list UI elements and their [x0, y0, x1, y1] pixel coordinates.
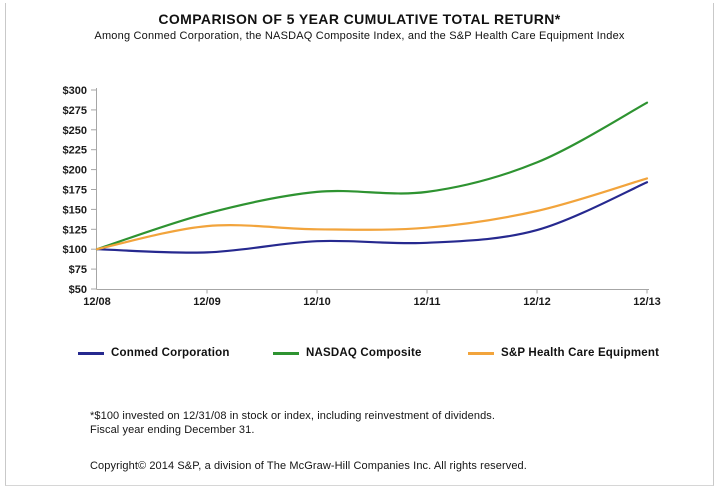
legend-swatch	[468, 351, 494, 355]
footnote-invested: *$100 invested on 12/31/08 in stock or i…	[90, 410, 496, 422]
y-axis-tick-label: $50	[69, 284, 87, 296]
series-line-s-p-health-care-equipment	[95, 177, 649, 251]
y-axis-tick-label: $150	[63, 204, 87, 216]
y-axis-tick-label: $300	[63, 85, 87, 97]
chart-title: COMPARISON OF 5 YEAR CUMULATIVE TOTAL RE…	[158, 11, 561, 27]
y-axis-tick-label: $225	[63, 145, 87, 157]
y-axis-tick-label: $250	[63, 125, 87, 137]
x-axis-tick-label: 12/09	[193, 296, 221, 308]
legend-label: Conmed Corporation	[111, 347, 230, 359]
series-line-nasdaq-composite	[95, 101, 649, 251]
footnote-fiscal-year: Fiscal year ending December 31.	[90, 423, 255, 436]
legend-label: NASDAQ Composite	[306, 347, 422, 359]
chart-subtitle: Among Conmed Corporation, the NASDAQ Com…	[94, 30, 625, 42]
line-chart: $50 $75 $100 $125 $150 $175 $200 $225 $250 $275 $3…	[63, 85, 661, 308]
x-axis-tick-label: 12/13	[633, 296, 661, 308]
legend-item-s-p-health-care-equipment: S&P Health Care Equipment	[468, 347, 659, 359]
y-axis-tick-label: $100	[63, 244, 87, 256]
series-line-conmed-corporation	[95, 181, 649, 254]
y-axis-tick-label: $200	[63, 165, 87, 177]
legend-label: S&P Health Care Equipment	[501, 347, 660, 359]
y-axis-tick-label: $175	[63, 185, 87, 197]
y-axis-tick-label: $275	[63, 105, 87, 117]
x-axis-tick-label: 12/10	[303, 296, 331, 308]
legend-item-conmed-corporation: Conmed Corporation	[78, 347, 230, 359]
x-axis-tick-label: 12/11	[414, 296, 441, 308]
legend-swatch	[78, 351, 104, 355]
legend-item-nasdaq-composite: NASDAQ Composite	[273, 347, 422, 359]
legend-swatch	[273, 351, 299, 355]
y-axis-tick-label: $125	[63, 224, 87, 236]
footnote-copyright: Copyright© 2014 S&P, a division of The M…	[90, 460, 527, 472]
x-axis-tick-label: 12/12	[523, 296, 551, 308]
y-axis-tick-label: $75	[69, 264, 87, 276]
x-axis-tick-label: 12/08	[83, 296, 111, 308]
chart-legend: Conmed Corporation NASDAQ Composite S&P He…	[0, 347, 719, 367]
footnotes: *$100 invested on 12/31/08 in stock or i…	[90, 410, 527, 474]
